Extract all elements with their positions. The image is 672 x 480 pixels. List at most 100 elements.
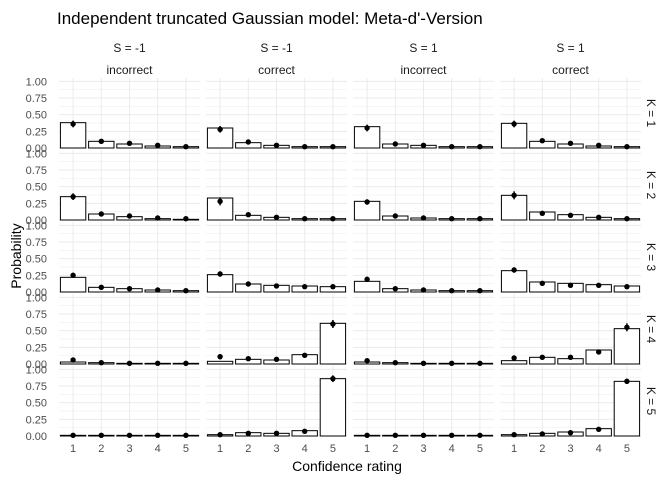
panels-layer: S = -1 incorrect S = -1 correct S = 1 incorre… xyxy=(26,41,658,455)
data-point xyxy=(624,283,630,290)
row-label: K = 2 xyxy=(644,171,658,200)
data-point xyxy=(567,429,574,436)
facet-panel xyxy=(206,150,347,222)
chart-title: Independent truncated Gaussian model: Me… xyxy=(57,9,483,28)
data-point xyxy=(245,355,251,362)
data-point xyxy=(126,213,133,219)
data-point xyxy=(155,287,161,293)
data-point xyxy=(449,432,455,439)
facet-panel xyxy=(353,150,494,222)
data-point xyxy=(539,354,545,361)
data-point xyxy=(155,142,161,149)
data-point xyxy=(511,192,517,199)
data-point xyxy=(477,287,483,294)
facet-panel xyxy=(500,294,641,365)
data-point xyxy=(273,214,280,221)
data-point xyxy=(511,431,517,438)
data-point xyxy=(126,360,133,367)
column-header-accuracy: correct xyxy=(258,63,295,77)
data-point xyxy=(217,431,223,438)
bar xyxy=(613,328,641,365)
data-point xyxy=(70,272,76,279)
x-tick-label: 3 xyxy=(126,443,132,455)
data-point xyxy=(126,432,133,439)
y-tick-label: 0.75 xyxy=(26,309,47,321)
data-point xyxy=(155,360,161,367)
data-point xyxy=(183,360,189,367)
x-axis-title: Confidence rating xyxy=(292,458,402,474)
data-point xyxy=(420,142,427,149)
facet-panel xyxy=(206,366,347,438)
facet-panel xyxy=(500,366,641,438)
x-tick-label: 3 xyxy=(273,443,279,455)
data-point xyxy=(392,213,398,219)
bar xyxy=(353,280,381,293)
data-point xyxy=(302,283,308,290)
data-point xyxy=(511,121,517,127)
facet-panel xyxy=(59,78,200,150)
x-tick-label: 3 xyxy=(567,443,573,455)
data-point xyxy=(183,215,189,222)
y-axis-title: Probability xyxy=(8,223,24,288)
data-point xyxy=(302,352,308,359)
data-point xyxy=(273,430,280,437)
data-point xyxy=(567,282,574,289)
data-point xyxy=(539,210,545,217)
data-point xyxy=(217,271,223,277)
y-tick-label: 0.25 xyxy=(26,414,47,426)
data-point xyxy=(364,432,370,439)
data-point xyxy=(624,378,630,385)
data-point xyxy=(477,215,483,222)
data-point xyxy=(477,143,483,150)
data-point xyxy=(98,359,105,366)
data-point xyxy=(392,432,398,439)
column-header-s: S = 1 xyxy=(409,41,438,55)
y-tick-label: 1.00 xyxy=(26,148,47,160)
data-point xyxy=(624,324,630,331)
data-point xyxy=(155,215,161,221)
y-tick-label: 0.00 xyxy=(26,359,47,371)
row-label: K = 3 xyxy=(644,243,658,272)
data-point xyxy=(245,281,251,287)
x-tick-label: 2 xyxy=(98,443,104,455)
data-point xyxy=(511,267,517,273)
data-point xyxy=(364,357,370,364)
facet-panel xyxy=(59,222,200,294)
bar xyxy=(319,378,347,437)
data-point xyxy=(420,287,427,293)
facet-panel xyxy=(206,294,347,365)
data-point xyxy=(449,143,455,150)
data-point xyxy=(596,142,602,149)
column-header-s: S = -1 xyxy=(260,41,293,55)
data-point xyxy=(273,283,280,289)
data-point xyxy=(70,432,76,439)
y-tick-label: 0.25 xyxy=(26,270,47,282)
data-point xyxy=(70,121,76,127)
y-tick-label: 0.50 xyxy=(26,326,47,338)
data-point xyxy=(567,140,574,147)
data-point xyxy=(596,349,602,355)
data-point xyxy=(392,285,398,292)
data-point xyxy=(183,432,189,439)
x-tick-label: 2 xyxy=(392,443,398,455)
data-point xyxy=(330,321,336,327)
data-point xyxy=(330,375,336,382)
facet-panel xyxy=(500,150,641,222)
bar xyxy=(206,360,234,365)
facet-panel xyxy=(206,78,347,150)
y-tick-label: 0.50 xyxy=(26,398,47,410)
data-point xyxy=(477,432,483,439)
column-header-accuracy: incorrect xyxy=(400,63,447,77)
row-label: K = 1 xyxy=(644,99,658,128)
y-tick-label: 0.50 xyxy=(26,254,47,266)
x-tick-label: 1 xyxy=(217,443,223,455)
data-point xyxy=(183,287,189,294)
data-point xyxy=(302,143,308,150)
facet-panel xyxy=(59,294,200,367)
x-tick-label: 2 xyxy=(539,443,545,455)
y-tick-label: 0.00 xyxy=(26,431,47,443)
data-point xyxy=(392,141,398,147)
facet-panel xyxy=(500,222,641,293)
data-point xyxy=(245,430,251,437)
